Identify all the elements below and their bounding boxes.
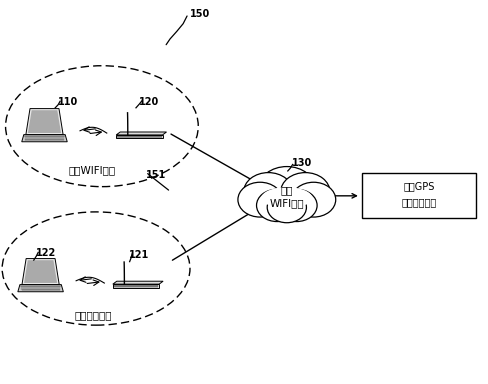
- Polygon shape: [22, 258, 59, 285]
- Polygon shape: [116, 135, 163, 139]
- Text: 122: 122: [36, 248, 56, 258]
- Polygon shape: [113, 284, 159, 288]
- Circle shape: [291, 182, 336, 217]
- Text: 乘客WIFI终端: 乘客WIFI终端: [69, 165, 116, 175]
- Text: 智能路由设备: 智能路由设备: [401, 197, 437, 207]
- Ellipse shape: [255, 184, 319, 212]
- Text: 110: 110: [58, 97, 78, 107]
- Circle shape: [258, 167, 315, 211]
- Circle shape: [276, 189, 317, 222]
- Polygon shape: [113, 281, 163, 284]
- Polygon shape: [24, 260, 57, 283]
- Circle shape: [267, 192, 306, 223]
- Circle shape: [281, 172, 330, 212]
- Text: 121: 121: [129, 250, 149, 260]
- Text: WIFI网络: WIFI网络: [269, 199, 304, 209]
- Ellipse shape: [262, 187, 312, 208]
- Text: 130: 130: [292, 158, 312, 168]
- Polygon shape: [26, 109, 63, 135]
- Polygon shape: [22, 135, 67, 142]
- Circle shape: [238, 182, 282, 217]
- Circle shape: [257, 189, 298, 222]
- Text: 151: 151: [146, 170, 166, 180]
- Text: 120: 120: [140, 97, 160, 107]
- Polygon shape: [18, 285, 63, 292]
- Text: 信息发布终端: 信息发布终端: [74, 310, 112, 320]
- Circle shape: [244, 172, 293, 212]
- Text: 公交: 公交: [281, 185, 293, 195]
- Text: 公交GPS: 公交GPS: [403, 182, 435, 192]
- Polygon shape: [28, 110, 61, 133]
- Text: 150: 150: [189, 9, 210, 19]
- Bar: [362, 173, 476, 218]
- Polygon shape: [116, 132, 166, 135]
